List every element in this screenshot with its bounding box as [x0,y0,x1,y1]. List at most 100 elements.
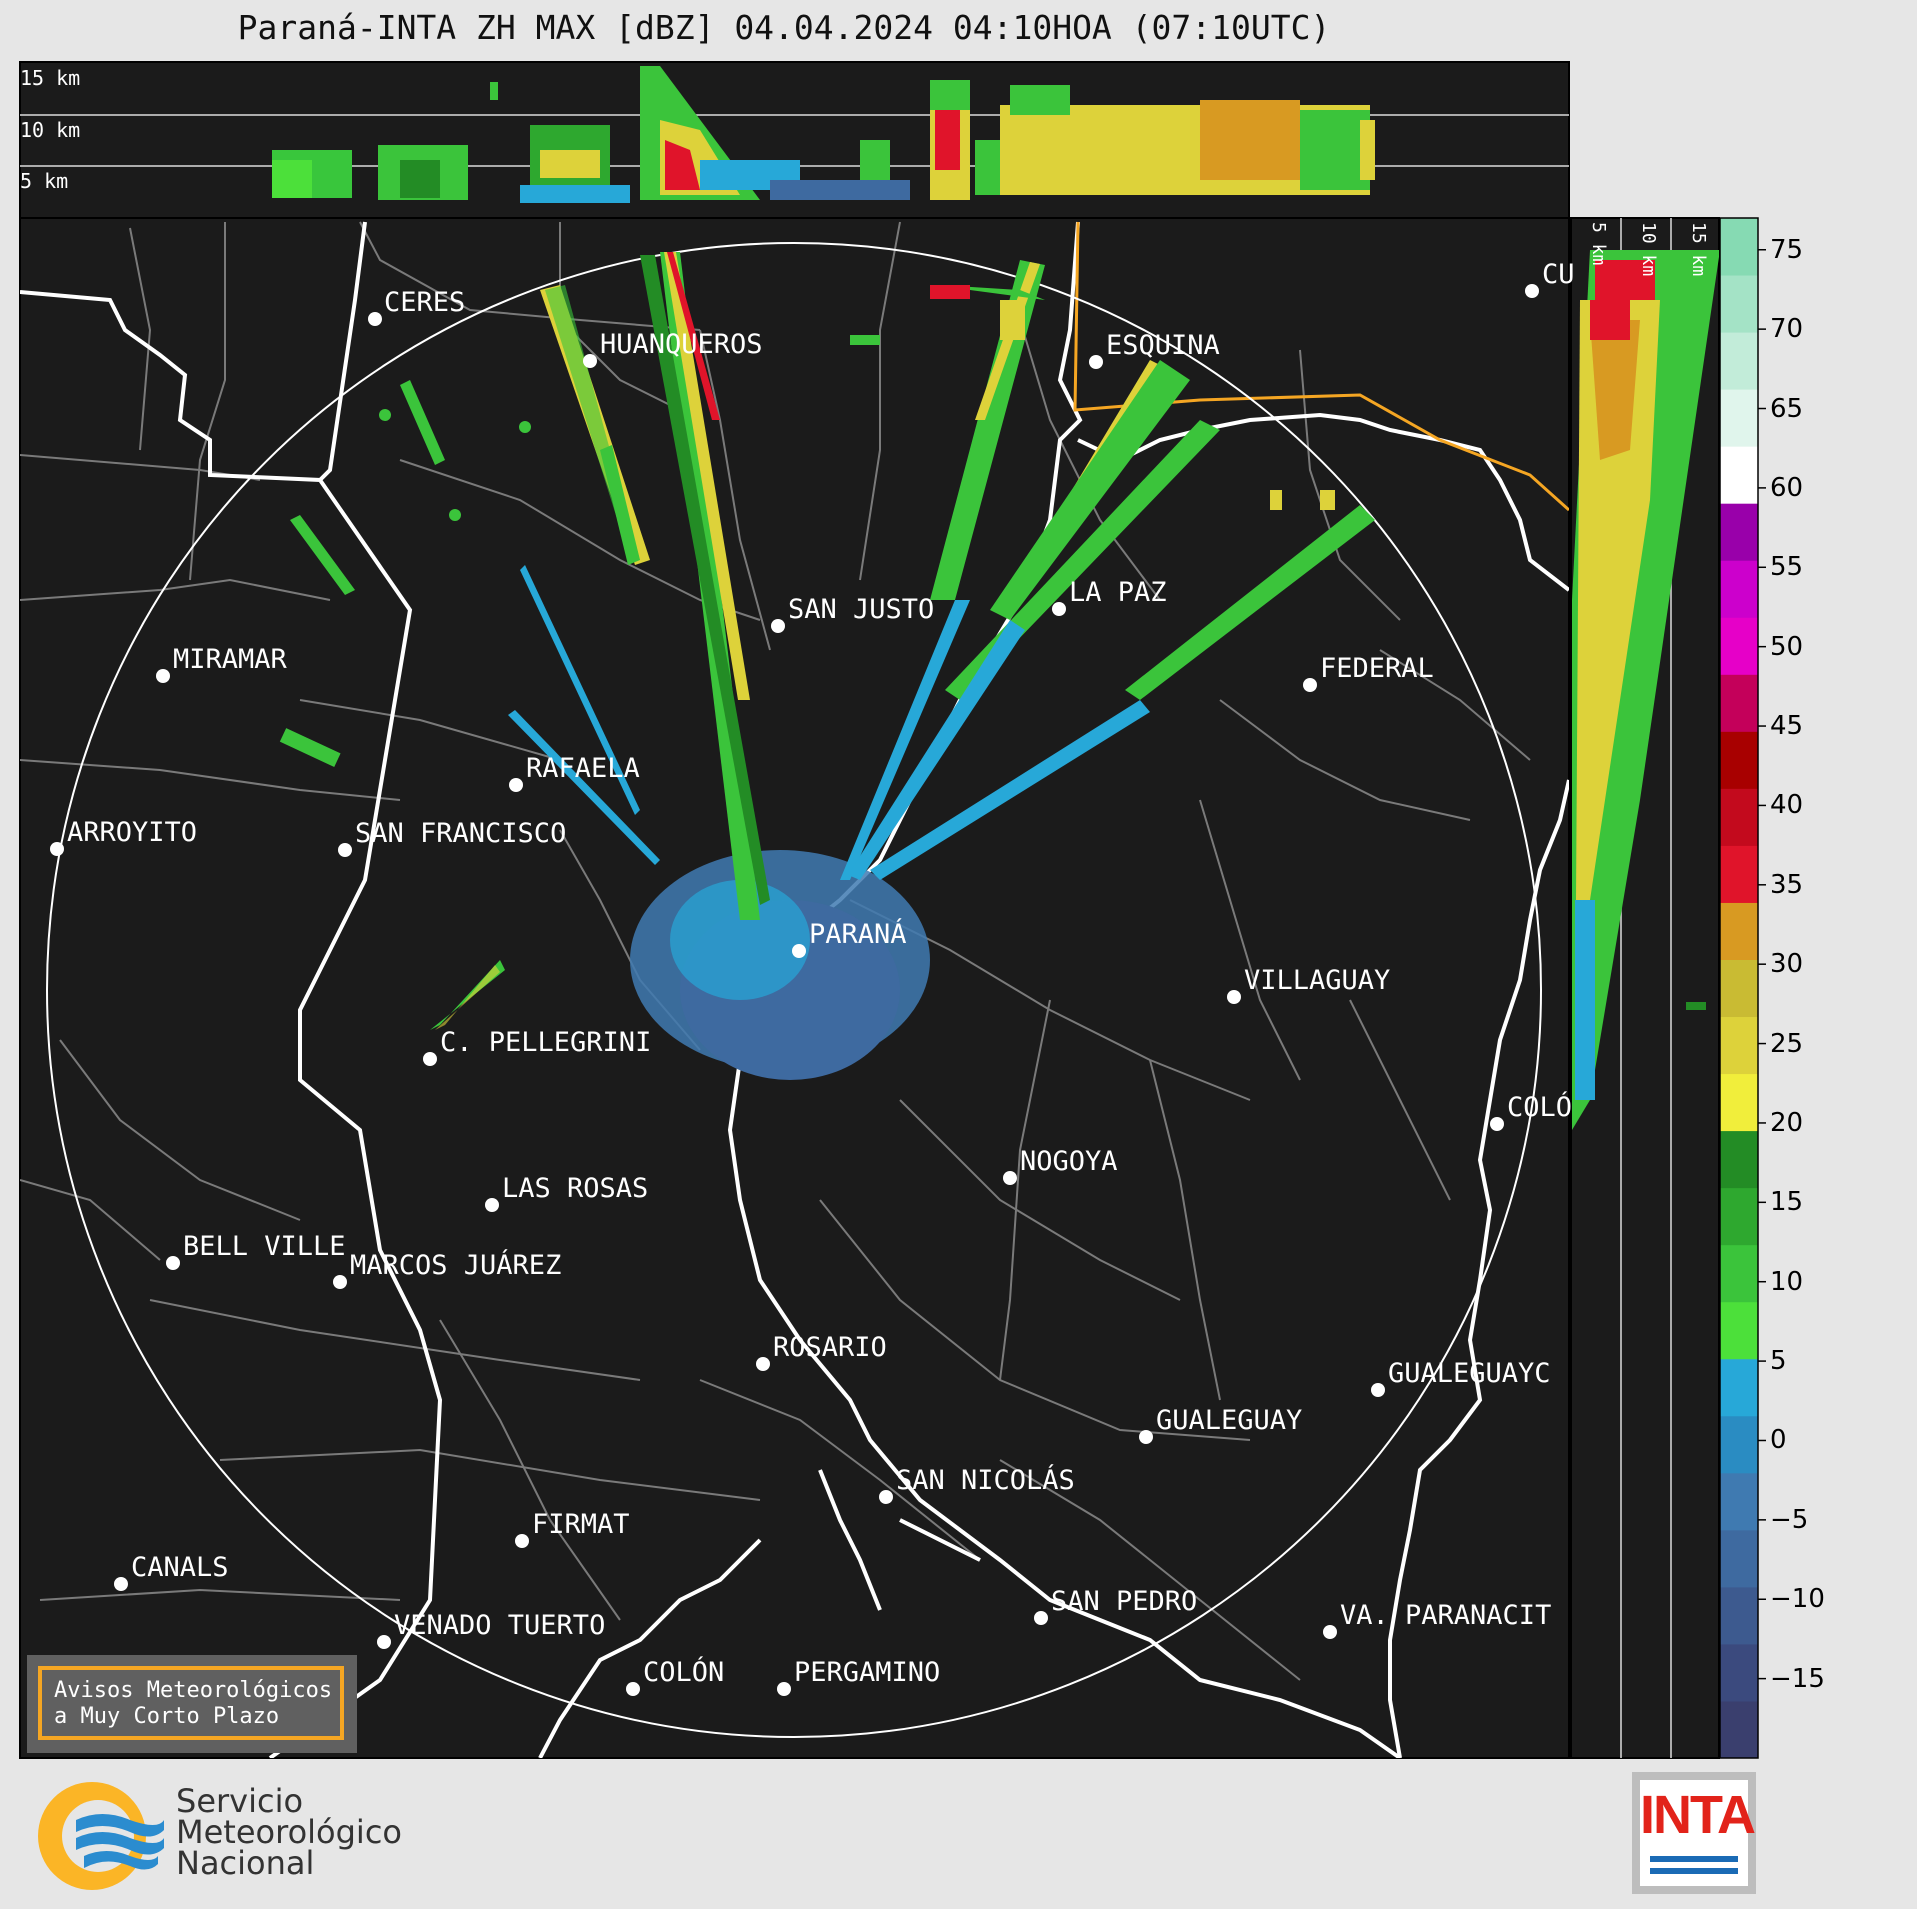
warning-line-2: a Muy Corto Plazo [54,1704,280,1729]
city-dot [1303,678,1317,692]
city-label: VA. PARANACIT [1340,1600,1552,1631]
city-label: CU [1542,259,1575,290]
city-dot [756,1357,770,1371]
inta-stripe-1 [1650,1856,1738,1862]
state-boundary-orange [1073,221,1569,512]
colorbar-segment [1720,1700,1758,1759]
city-dot [879,1490,893,1504]
city-dot [423,1052,437,1066]
province-boundaries [20,221,1569,1758]
colorbar-tick-label: 20 [1770,1107,1804,1138]
city-label: GUALEGUAYC [1388,1358,1551,1389]
colorbar-segment [1720,332,1758,390]
city-label: BELL VILLE [183,1231,346,1262]
altitude-label-15km: 15 km [20,66,81,90]
city-label: MIRAMAR [173,644,287,675]
city-label: COLÓ [1507,1092,1573,1123]
city-dot [792,944,806,958]
colorbar-segment [1720,845,1758,903]
city-label: ESQUINA [1106,330,1220,361]
colorbar-segment [1720,503,1758,561]
city-label: PERGAMINO [794,1657,941,1688]
colorbar-tick-label: 75 [1770,234,1804,265]
colorbar-segment [1720,1643,1758,1702]
logo-line-3: Nacional [176,1844,315,1882]
city-label: SAN PEDRO [1051,1586,1198,1617]
inta-logo-text: INTA [1640,1785,1756,1845]
vertical-profile-top-panel [19,61,1570,219]
colorbar-tick-label: −10 [1770,1584,1825,1615]
colorbar-segment [1720,218,1758,276]
colorbar-segment [1720,1016,1758,1075]
city-dot [1371,1383,1385,1397]
colorbar-segment [1720,1529,1758,1588]
colorbar-tick-label: 50 [1770,631,1804,662]
vertical-profile-side-panel [1570,217,1720,1759]
colorbar-border [1719,217,1759,1759]
city-label: LAS ROSAS [502,1173,649,1204]
city-label: FEDERAL [1320,653,1434,684]
colorbar-segment [1720,560,1758,618]
colorbar-segment [1720,446,1758,504]
city-label: PARANÁ [809,919,907,950]
colorbar-tick-label: 25 [1770,1028,1804,1059]
city-label: RAFAELA [526,753,640,784]
warning-box: Avisos Meteorológicos a Muy Corto Plazo [27,1655,357,1753]
colorbar-segment [1720,1130,1758,1189]
colorbar-tick-label: 15 [1770,1187,1804,1218]
department-boundaries [20,221,1531,1681]
city-dot [1003,1171,1017,1185]
colorbar-segment [1720,1472,1758,1531]
city-dot [1525,284,1539,298]
city-label: ARROYITO [67,817,198,848]
colorbar-tick-label: −15 [1770,1663,1825,1694]
city-label: ROSARIO [773,1332,887,1363]
city-label: C. PELLEGRINI [440,1027,652,1058]
city-label: VILLAGUAY [1244,965,1391,996]
smn-logo-icon [38,1782,164,1890]
colorbar-segment [1720,1073,1758,1132]
city-label: VENADO TUERTO [394,1610,606,1641]
city-label: SAN FRANCISCO [355,818,567,849]
city-dot [771,619,785,633]
city-label: SAN NICOLÁS [896,1465,1075,1496]
city-dot [1089,355,1103,369]
radar-title: Paraná-INTA ZH MAX [dBZ] 04.04.2024 04:1… [237,8,1331,47]
city-dot [583,354,597,368]
city-label: MARCOS JUÁREZ [350,1250,562,1281]
city-dot [1139,1430,1153,1444]
city-dot [1052,602,1066,616]
city-dot [777,1682,791,1696]
altitude-label-10km: 10 km [20,118,81,142]
city-dot [50,842,64,856]
colorbar-tick-label: 65 [1770,393,1804,424]
colorbar-tick-label: 10 [1770,1266,1804,1297]
colorbar-tick-label: 30 [1770,949,1804,980]
colorbar-tick-label: 55 [1770,552,1804,583]
city-dot [114,1577,128,1591]
logo-line-2: Meteorológico [176,1813,402,1851]
colorbar-segment [1720,902,1758,960]
city-dot [166,1256,180,1270]
radar-echoes [279,252,1375,1080]
city-dot [333,1275,347,1289]
city-dot [509,778,523,792]
colorbar-tick-label: 45 [1770,711,1804,742]
city-label: COLÓN [643,1657,725,1688]
colorbar-segment [1720,275,1758,333]
inta-logo: INTA [1632,1772,1756,1894]
city-dot [1227,990,1241,1004]
colorbar-segment [1720,674,1758,732]
city-dot [368,312,382,326]
city-label: GUALEGUAY [1156,1405,1303,1436]
city-dot [626,1682,640,1696]
city-label: NOGOYA [1020,1146,1118,1177]
warning-line-1: Avisos Meteorológicos [54,1678,333,1703]
colorbar-segment [1720,389,1758,447]
main-radar-panel [19,217,1570,1759]
colorbar-segment [1720,1187,1758,1246]
colorbar-segment [1720,1301,1758,1360]
altitude-label-5km: 5 km [20,169,69,193]
logo-line-1: Servicio [176,1782,304,1820]
inta-stripe-2 [1650,1868,1738,1874]
